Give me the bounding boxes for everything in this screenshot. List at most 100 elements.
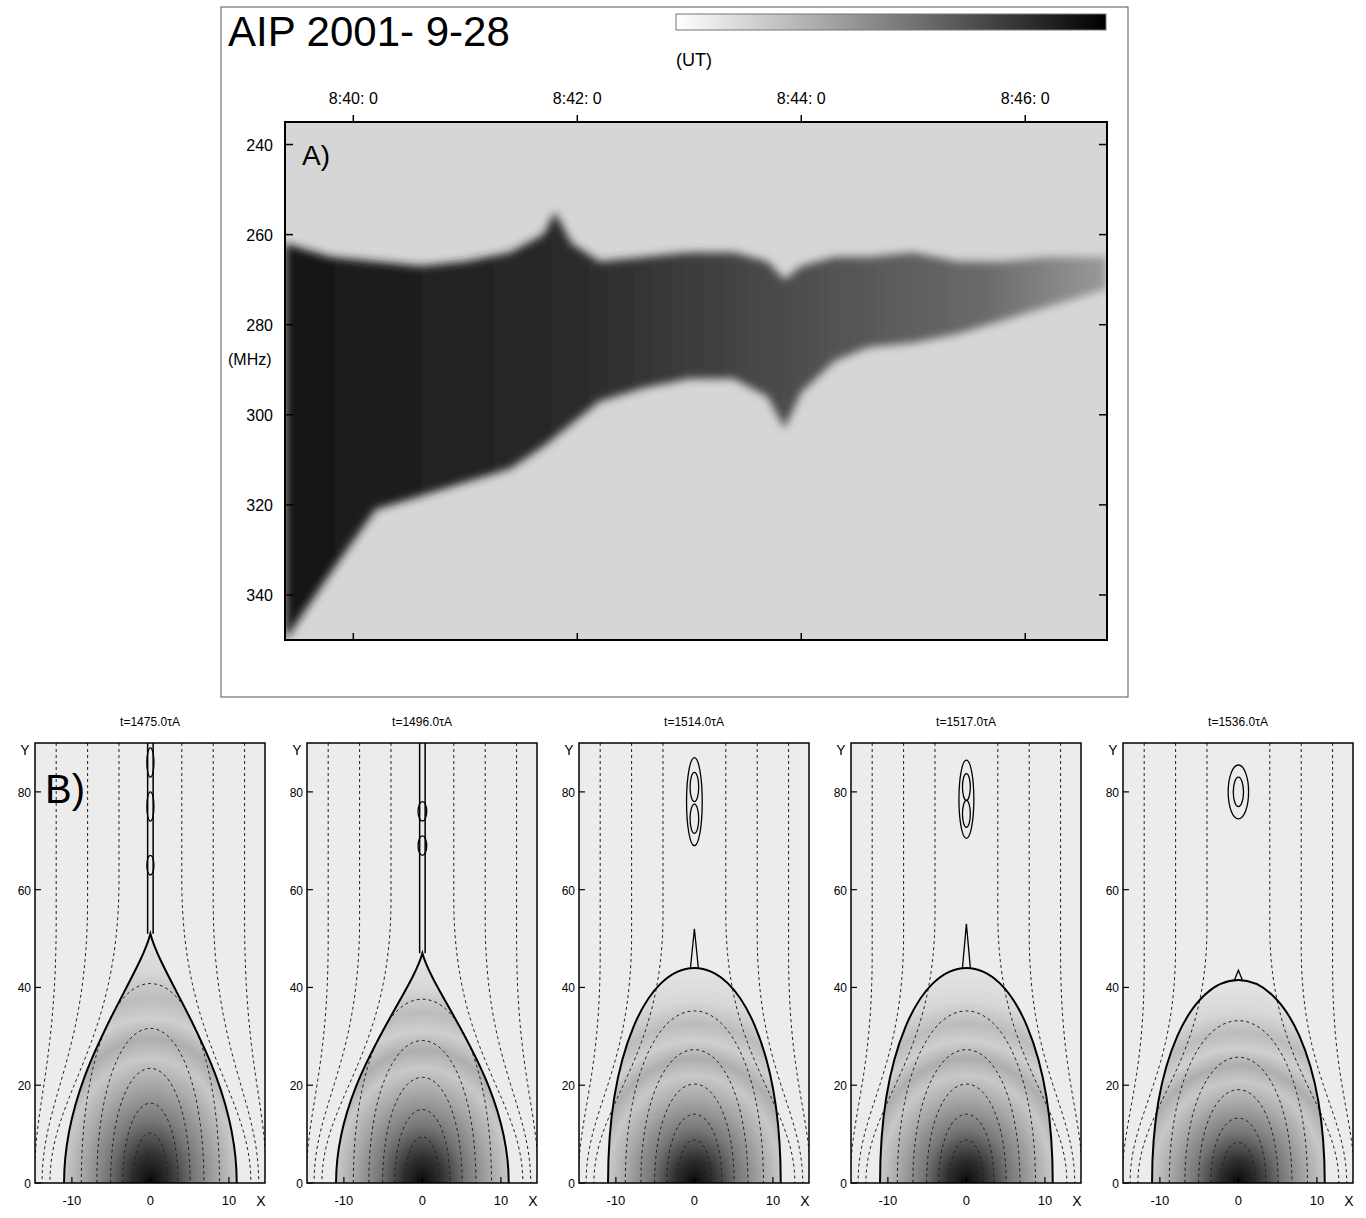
tick (579, 1085, 585, 1086)
tick (966, 1177, 967, 1183)
tick (694, 1177, 695, 1183)
island (690, 772, 699, 801)
island (962, 800, 970, 827)
axis-title: X (1072, 1193, 1082, 1209)
tick-label: 8:40: 0 (329, 90, 378, 107)
tick (285, 504, 293, 506)
tick-label: 80 (18, 786, 32, 800)
tick (851, 1182, 857, 1183)
island (1228, 765, 1248, 819)
tick-label: 0 (147, 1193, 154, 1208)
axis-title: (MHz) (228, 351, 272, 368)
tick (285, 414, 293, 416)
panel-title: t=1475.0τA (120, 715, 180, 729)
axis-title: X (256, 1193, 266, 1209)
tick-label: 260 (246, 227, 273, 244)
tick (1159, 1177, 1160, 1183)
panel-title: t=1517.0τA (936, 715, 996, 729)
tick (307, 889, 313, 890)
tick (307, 1085, 313, 1086)
tick (801, 115, 803, 122)
tick (71, 1177, 72, 1183)
tick-label: 40 (834, 981, 848, 995)
plot-background (579, 743, 809, 1183)
tick-label: 0 (296, 1177, 303, 1191)
tick-label: -10 (62, 1193, 81, 1208)
tick (422, 1177, 423, 1183)
tick (851, 987, 857, 988)
tick (307, 791, 313, 792)
field-line (517, 743, 537, 1183)
tick (353, 115, 355, 122)
field-line (1185, 1057, 1292, 1183)
field-line (395, 1109, 450, 1183)
tick (35, 1085, 41, 1086)
density (64, 934, 237, 1183)
field-line (1211, 1118, 1266, 1183)
tick-label: 40 (1106, 981, 1120, 995)
tick-label: 60 (18, 884, 32, 898)
tick-label: 280 (246, 317, 273, 334)
panel-title: t=1536.0τA (1208, 715, 1268, 729)
field-line (851, 743, 872, 1183)
tick-label: 10 (1038, 1193, 1052, 1208)
field-line (322, 743, 391, 1183)
field-line (1029, 743, 1075, 1183)
tick-label: -10 (1150, 1193, 1169, 1208)
tick-label: 0 (568, 1177, 575, 1191)
axis-title: Y (292, 742, 302, 758)
tick (579, 1182, 585, 1183)
tick (887, 1177, 888, 1183)
tick (307, 987, 313, 988)
tick-label: 60 (834, 884, 848, 898)
field-line (1301, 743, 1347, 1183)
tick (500, 1177, 501, 1183)
plot-frame (851, 743, 1081, 1183)
tick (1024, 633, 1026, 640)
separatrix (64, 934, 237, 1183)
field-line (913, 1050, 1020, 1183)
separatrix (1152, 980, 1325, 1183)
axis-title: Y (1108, 742, 1118, 758)
field-line (726, 743, 795, 1183)
island (418, 802, 427, 822)
field-line (594, 743, 663, 1183)
field-line (454, 743, 523, 1183)
field-line (586, 743, 632, 1183)
tick (1099, 414, 1107, 416)
field-line (1061, 743, 1081, 1183)
tick (353, 633, 355, 640)
field-line (414, 1160, 431, 1183)
axis-title: (UT) (676, 50, 712, 70)
tick-label: 300 (246, 407, 273, 424)
tick-label: 20 (562, 1079, 576, 1093)
tick-label: 0 (419, 1193, 426, 1208)
island (147, 792, 154, 821)
plot-area (35, 743, 265, 1183)
field-line (939, 1114, 994, 1183)
separatrix (880, 968, 1053, 1183)
field-line (625, 1011, 763, 1183)
tick-label: 8:44: 0 (777, 90, 826, 107)
plot-background (35, 743, 265, 1183)
tick-label: 0 (963, 1193, 970, 1208)
island (959, 760, 974, 838)
colorbar (676, 14, 1106, 30)
tick (851, 889, 857, 890)
tick (150, 1177, 151, 1183)
tick-label: 0 (1235, 1193, 1242, 1208)
tick-label: 8:42: 0 (553, 90, 602, 107)
tick-label: 0 (24, 1177, 31, 1191)
tick (35, 791, 41, 792)
island (1233, 777, 1243, 806)
plot-area (1123, 743, 1353, 1183)
tick (1024, 115, 1026, 122)
plot-background (851, 743, 1081, 1183)
tick (1123, 889, 1129, 890)
axis-title: X (1344, 1193, 1354, 1209)
x-point (690, 929, 698, 968)
current-sheet (420, 743, 425, 953)
field-line (133, 1133, 168, 1183)
tick (1099, 504, 1107, 506)
field-line (1123, 743, 1144, 1183)
